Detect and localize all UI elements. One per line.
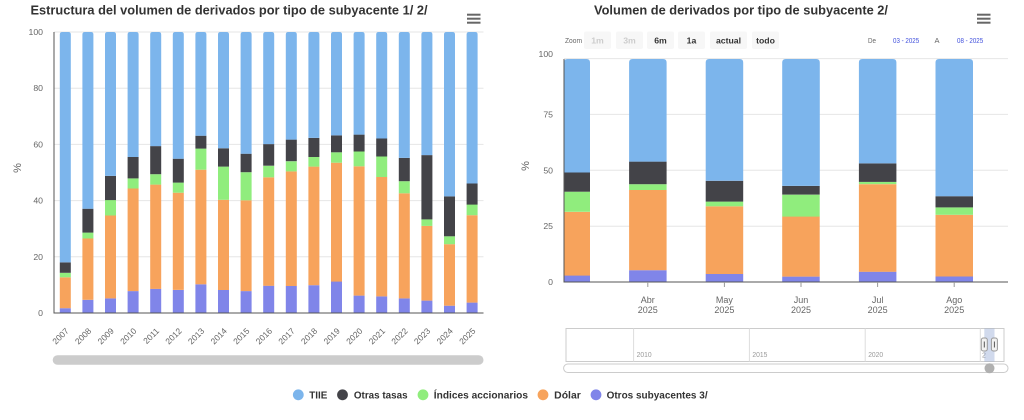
svg-text:3m: 3m xyxy=(623,35,636,45)
svg-text:2020: 2020 xyxy=(868,352,883,359)
svg-text:2010: 2010 xyxy=(637,352,652,359)
svg-text:Volumen de derivados por tipo: Volumen de derivados por tipo de subyace… xyxy=(594,3,888,18)
svg-text:todo: todo xyxy=(756,35,775,45)
svg-text:Otras tasas: Otras tasas xyxy=(354,391,408,402)
svg-text:Estructura del volumen de deri: Estructura del volumen de derivados por … xyxy=(31,3,428,18)
svg-text:2025: 2025 xyxy=(868,305,888,315)
svg-text:40: 40 xyxy=(33,196,43,206)
svg-text:Dólar: Dólar xyxy=(554,391,581,402)
svg-text:Abr: Abr xyxy=(641,295,655,305)
svg-text:2025: 2025 xyxy=(791,305,811,315)
svg-text:6m: 6m xyxy=(654,35,667,45)
svg-text:60: 60 xyxy=(33,139,43,149)
svg-text:Jun: Jun xyxy=(794,295,809,305)
svg-text:25: 25 xyxy=(543,221,553,231)
svg-text:50: 50 xyxy=(543,165,553,175)
svg-text:2025: 2025 xyxy=(944,305,964,315)
svg-text:%: % xyxy=(12,163,24,173)
svg-text:2025: 2025 xyxy=(714,305,734,315)
svg-text:75: 75 xyxy=(543,109,553,119)
svg-text:03 - 2025: 03 - 2025 xyxy=(893,38,919,45)
svg-text:De: De xyxy=(868,36,876,45)
svg-text:Otros subyacentes 3/: Otros subyacentes 3/ xyxy=(607,391,708,402)
svg-text:2015: 2015 xyxy=(752,352,767,359)
svg-text:actual: actual xyxy=(716,35,741,45)
svg-text:1m: 1m xyxy=(591,35,604,45)
svg-text:2025: 2025 xyxy=(638,305,658,315)
svg-text:20: 20 xyxy=(33,252,43,262)
svg-text:%: % xyxy=(520,161,532,171)
svg-text:1a: 1a xyxy=(687,35,697,45)
svg-text:Ago: Ago xyxy=(946,295,962,305)
svg-text:Índices accionarios: Índices accionarios xyxy=(434,389,529,402)
svg-text:TIIE: TIIE xyxy=(309,391,327,402)
svg-text:0: 0 xyxy=(38,308,43,318)
svg-text:Jul: Jul xyxy=(872,295,884,305)
svg-text:A: A xyxy=(935,36,940,45)
svg-text:100: 100 xyxy=(29,27,44,37)
svg-text:08 - 2025: 08 - 2025 xyxy=(957,38,983,45)
svg-text:100: 100 xyxy=(539,49,554,59)
svg-text:Zoom: Zoom xyxy=(565,38,582,45)
svg-text:May: May xyxy=(716,295,734,305)
svg-text:2: 2 xyxy=(982,353,986,360)
svg-text:80: 80 xyxy=(33,83,43,93)
svg-text:0: 0 xyxy=(548,277,553,287)
